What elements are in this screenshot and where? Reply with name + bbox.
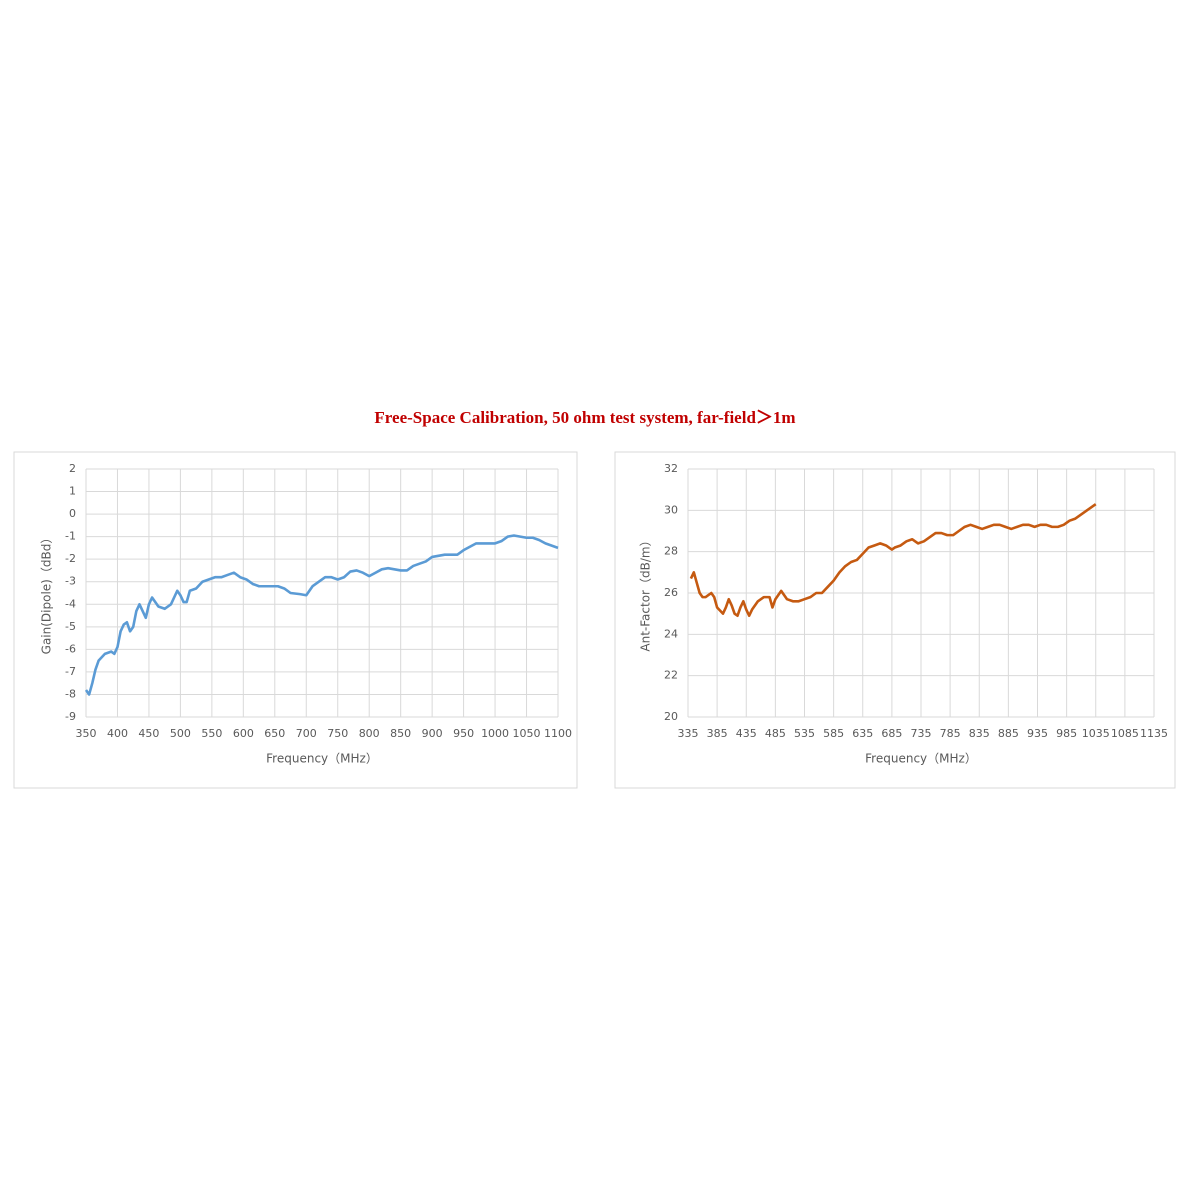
y-axis-title: Ant-Factor（dB/m） [639,534,653,651]
x-tick-label: 950 [453,727,474,740]
y-tick-label: -1 [65,530,76,543]
x-tick-label: 750 [327,727,348,740]
x-tick-label: 650 [264,727,285,740]
x-tick-label: 885 [998,727,1019,740]
x-tick-label: 935 [1027,727,1048,740]
x-tick-label: 700 [296,727,317,740]
x-tick-label: 335 [678,727,699,740]
x-tick-label: 635 [852,727,873,740]
y-tick-label: -2 [65,552,76,565]
x-tick-label: 800 [359,727,380,740]
y-tick-label: 24 [664,627,678,640]
y-tick-label: -5 [65,620,76,633]
y-tick-label: 28 [664,545,678,558]
x-tick-label: 585 [823,727,844,740]
data-line [84,534,559,696]
y-tick-label: 26 [664,586,678,599]
page-title: Free-Space Calibration, 50 ohm test syst… [374,408,795,427]
y-tick-label: 0 [69,507,76,520]
y-tick-label: 22 [664,669,678,682]
x-tick-label: 1085 [1111,727,1139,740]
x-tick-label: 850 [390,727,411,740]
x-tick-label: 350 [76,727,97,740]
x-tick-label: 1035 [1082,727,1110,740]
y-tick-label: 32 [664,462,678,475]
x-tick-label: 1100 [544,727,572,740]
x-tick-label: 485 [765,727,786,740]
x-axis-title: Frequency（MHz） [865,752,977,766]
x-tick-label: 1050 [513,727,541,740]
x-tick-label: 1135 [1140,727,1168,740]
chart-frame [13,451,578,789]
chart-frame [614,451,1176,789]
x-tick-label: 900 [422,727,443,740]
x-tick-label: 600 [233,727,254,740]
x-tick-label: 735 [911,727,932,740]
y-tick-label: -6 [65,642,76,655]
y-tick-label: 1 [69,485,76,498]
x-tick-label: 450 [138,727,159,740]
y-tick-label: -9 [65,710,76,723]
y-tick-label: -4 [65,597,76,610]
x-tick-label: 1000 [481,727,509,740]
x-tick-label: 785 [940,727,961,740]
x-axis-title: Frequency（MHz） [266,752,378,766]
y-tick-label: -7 [65,665,76,678]
x-tick-label: 985 [1056,727,1077,740]
y-tick-label: -8 [65,687,76,700]
y-tick-label: 2 [69,462,76,475]
y-tick-label: 30 [664,503,678,516]
data-line [689,503,1097,618]
x-tick-label: 500 [170,727,191,740]
x-tick-label: 550 [201,727,222,740]
x-tick-label: 535 [794,727,815,740]
y-tick-label: -3 [65,575,76,588]
x-tick-label: 685 [881,727,902,740]
x-tick-label: 400 [107,727,128,740]
y-axis-title: Gain(Dipole)（dBd） [40,532,54,655]
y-tick-label: 20 [664,710,678,723]
x-tick-label: 385 [707,727,728,740]
x-tick-label: 835 [969,727,990,740]
x-tick-label: 435 [736,727,757,740]
